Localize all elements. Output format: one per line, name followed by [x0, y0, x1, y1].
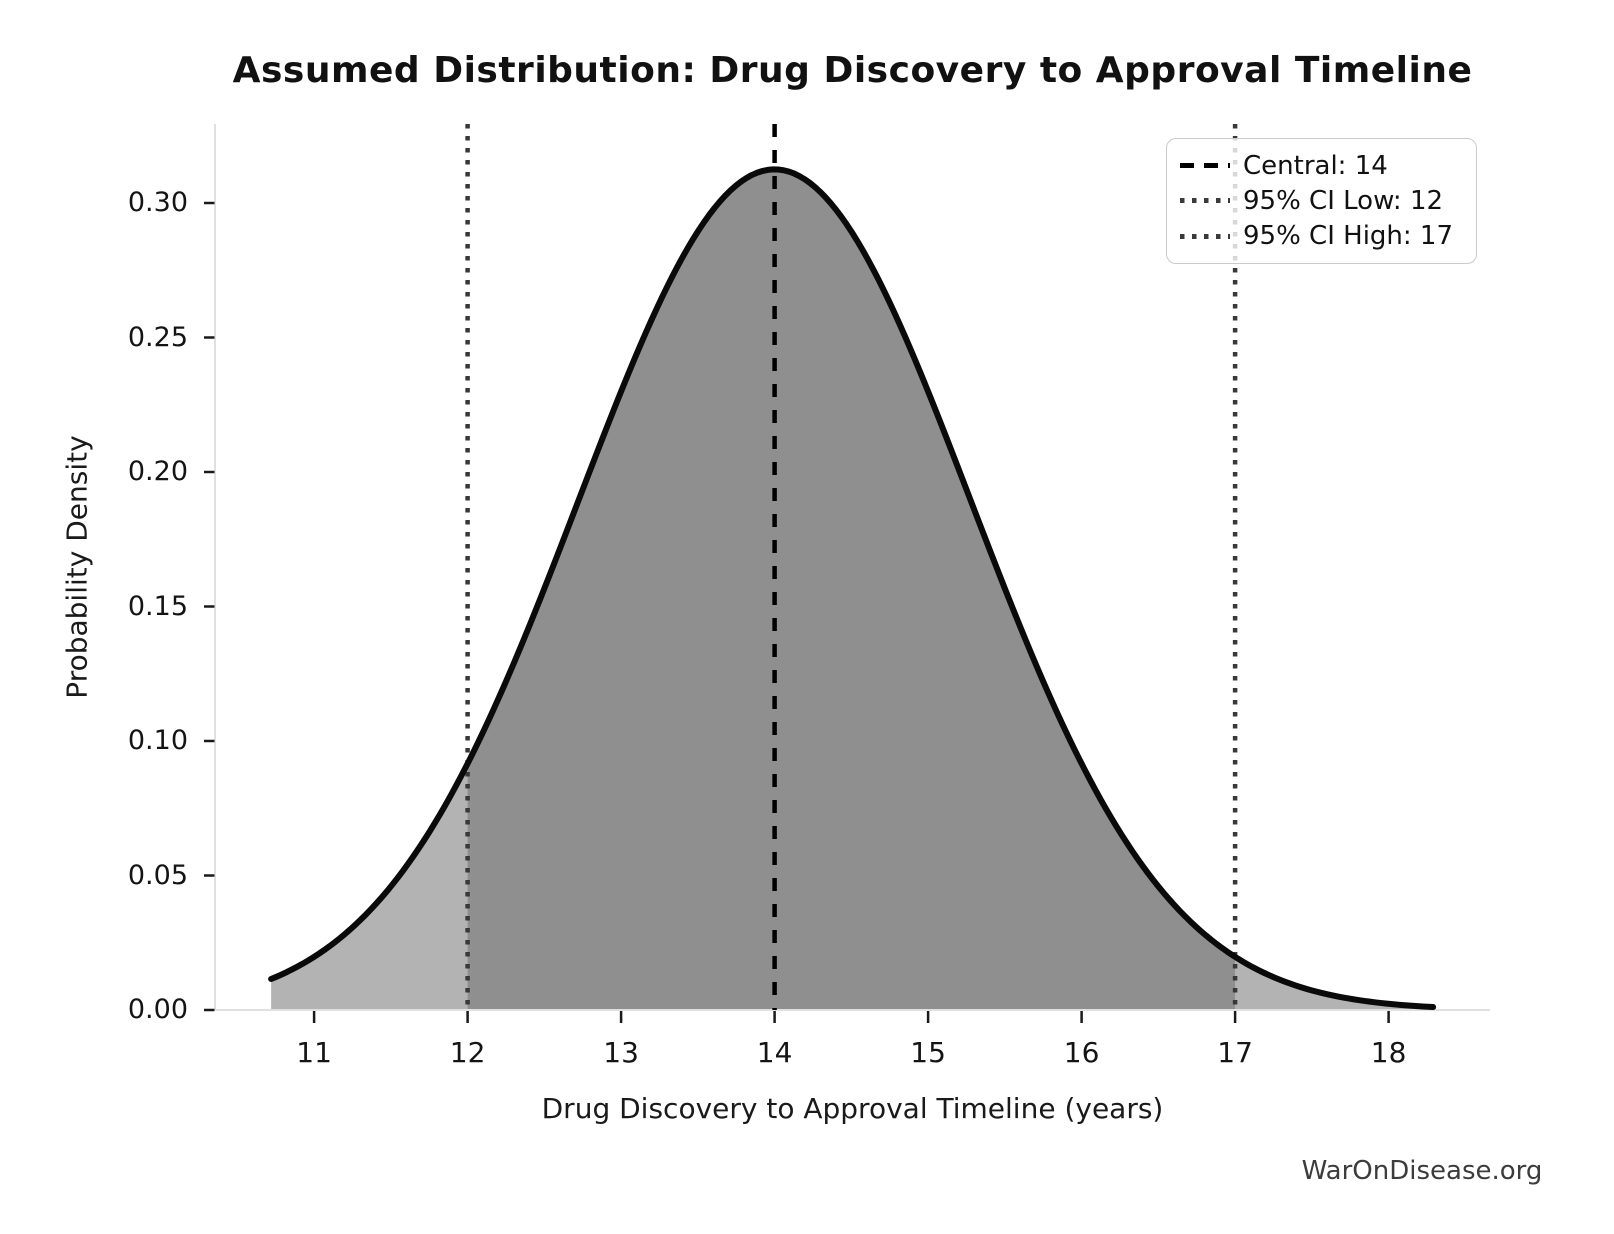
dotted-line-icon: [1180, 198, 1230, 204]
watermark: WarOnDisease.org: [1301, 1156, 1543, 1186]
x-tick-label: 14: [756, 1036, 793, 1069]
x-tick-label: 12: [449, 1036, 486, 1069]
legend-item-ci-low: 95% CI Low: 12: [1180, 183, 1464, 218]
legend-item-central: Central: 14: [1180, 148, 1464, 183]
y-tick-label: 0.00: [127, 994, 188, 1025]
x-tick-label: 15: [910, 1036, 946, 1069]
x-axis-label: Drug Discovery to Approval Timeline (yea…: [541, 1092, 1164, 1125]
density-curve: [268, 166, 1437, 1011]
x-tick-label: 17: [1217, 1036, 1253, 1069]
legend-label: Central: 14: [1243, 150, 1388, 181]
x-tick-label: 16: [1063, 1036, 1100, 1069]
chart-title: Assumed Distribution: Drug Discovery to …: [232, 50, 1473, 91]
dotted-line-icon: [1180, 233, 1230, 239]
density-fill-inner: [467, 169, 1236, 1010]
x-tick-label: 13: [603, 1036, 639, 1069]
y-tick-label: 0.05: [127, 859, 188, 891]
legend-item-ci-high: 95% CI High: 17: [1180, 219, 1464, 254]
legend-label: 95% CI High: 17: [1243, 221, 1454, 252]
x-tick-label: 18: [1370, 1036, 1407, 1069]
y-tick-label: 0.25: [127, 321, 188, 353]
y-tick-label: 0.10: [127, 725, 188, 756]
y-tick-label: 0.15: [127, 590, 188, 622]
legend: Central: 14 95% CI Low: 12 95% CI High: …: [1166, 138, 1477, 264]
x-tick-label: 11: [296, 1036, 332, 1069]
legend-label: 95% CI Low: 12: [1243, 185, 1444, 216]
y-tick-label: 0.20: [127, 456, 188, 487]
y-tick-label: 0.30: [127, 187, 188, 218]
dashed-line-icon: [1180, 163, 1230, 169]
